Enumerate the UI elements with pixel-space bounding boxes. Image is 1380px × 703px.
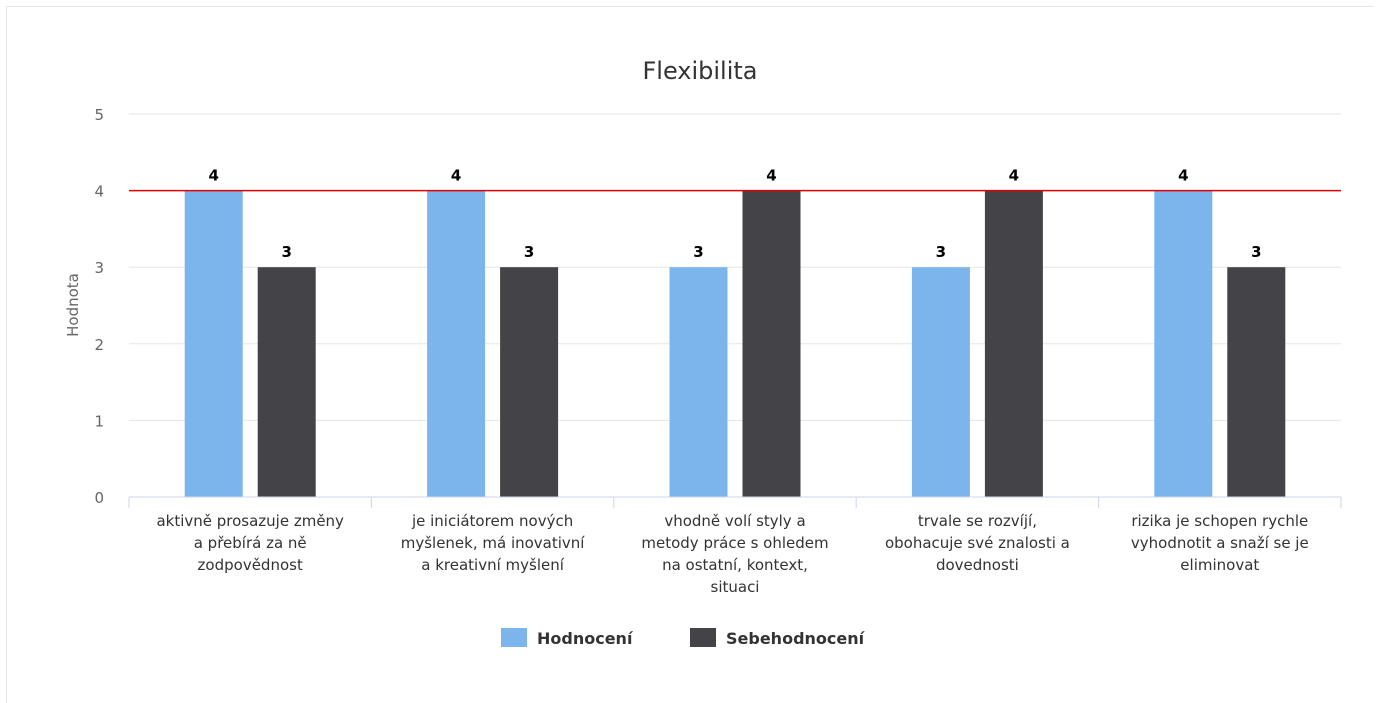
x-category-label: aktivně prosazuje změny	[156, 512, 344, 530]
x-category-label: dovednosti	[936, 556, 1019, 574]
x-axis: aktivně prosazuje změny a přebírá za ně zo…	[128, 496, 1342, 596]
x-category-label: metody práce s ohledem	[641, 534, 828, 552]
bar	[984, 190, 1043, 497]
x-category-label: a přebírá za ně	[194, 534, 307, 552]
data-label: 4	[1178, 167, 1188, 185]
x-category-label: na ostatní, kontext,	[662, 556, 808, 574]
bars	[184, 190, 1286, 497]
legend-label[interactable]: Sebehodnocení	[726, 629, 866, 648]
bar	[427, 190, 486, 497]
y-tick-label: 2	[94, 336, 104, 354]
y-tick-label: 4	[94, 183, 104, 201]
chart-title: Flexibilita	[642, 57, 757, 85]
y-axis-ticks: 0 1 2 3 4 5	[94, 106, 104, 507]
data-label: 3	[281, 243, 291, 261]
data-label: 3	[693, 243, 703, 261]
data-label: 4	[208, 167, 218, 185]
y-tick-label: 0	[94, 489, 104, 507]
x-category-label: a kreativní myšlení	[421, 556, 564, 574]
data-label: 3	[1251, 243, 1261, 261]
data-label: 4	[766, 167, 776, 185]
bar	[669, 267, 728, 497]
legend-swatch[interactable]	[690, 628, 716, 647]
x-category-label: zodpovědnost	[198, 556, 303, 574]
chart-frame	[6, 6, 1374, 703]
x-category-label: eliminovat	[1180, 556, 1259, 574]
data-label: 3	[524, 243, 534, 261]
x-category-label: obohacuje své znalosti a	[885, 534, 1070, 552]
bar	[1227, 267, 1286, 497]
x-category-label: rizika je schopen rychle	[1131, 512, 1308, 530]
bar	[500, 267, 559, 497]
x-category-label: situaci	[711, 578, 760, 596]
y-tick-label: 1	[94, 412, 104, 430]
legend[interactable]: Hodnocení Sebehodnocení	[501, 628, 866, 648]
legend-swatch[interactable]	[501, 628, 527, 647]
bar	[742, 190, 801, 497]
bar	[1154, 190, 1213, 497]
data-label: 3	[936, 243, 946, 261]
y-axis-title: Hodnota	[64, 273, 82, 337]
x-category-label: trvale se rozvíjí,	[918, 512, 1037, 530]
bar	[184, 190, 243, 497]
y-tick-label: 5	[94, 106, 104, 124]
x-category-label: myšlenek, má inovativní	[401, 534, 586, 552]
x-category-label: vhodně volí styly a	[664, 512, 805, 530]
data-label: 4	[1009, 167, 1019, 185]
legend-label[interactable]: Hodnocení	[537, 629, 634, 648]
bar	[911, 267, 970, 497]
x-category-label: je iniciátorem nových	[411, 512, 573, 530]
data-labels: 4 4 3 3 4 3 3 4 4 3	[208, 167, 1261, 262]
y-tick-label: 3	[94, 259, 104, 277]
x-category-label: vyhodnotit a snaží se je	[1131, 534, 1309, 552]
bar	[257, 267, 316, 497]
data-label: 4	[451, 167, 461, 185]
